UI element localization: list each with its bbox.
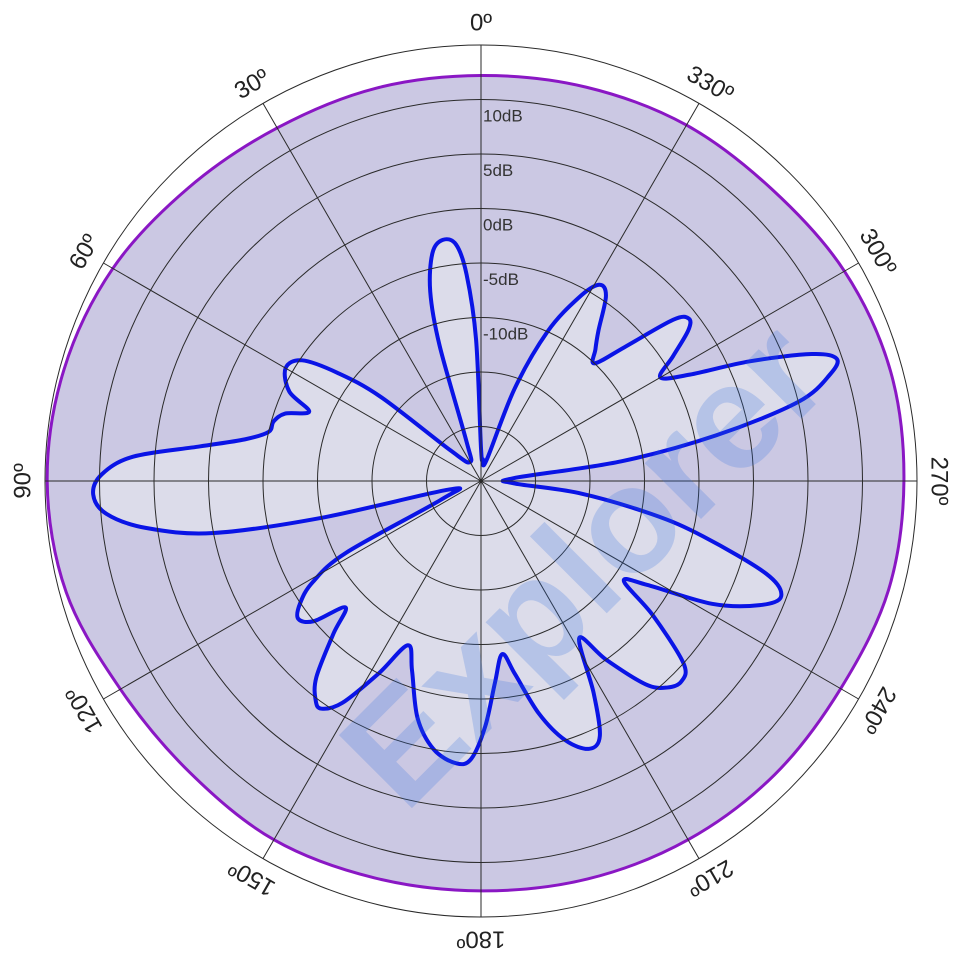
angle-tick-label: 270º <box>926 457 953 506</box>
grid-spoke <box>480 480 700 859</box>
angle-tick-label: 60º <box>64 230 105 274</box>
angle-tick-label: 120º <box>60 682 108 738</box>
pattern-series-layer <box>91 237 840 767</box>
radial-tick-label: 10dB <box>483 107 523 126</box>
angle-tick-label: 210º <box>682 854 738 902</box>
angle-tick-label: 150º <box>224 854 280 902</box>
angle-tick-label: 330º <box>682 60 738 108</box>
grid-spoke <box>480 480 859 700</box>
radial-tick-label: -10dB <box>483 325 528 344</box>
angle-tick-label: 30º <box>230 64 274 105</box>
grid-spoke <box>103 262 482 482</box>
angle-tick-label: 0º <box>470 10 492 37</box>
angle-tick-label: 90º <box>10 463 37 499</box>
angle-tick-label: 240º <box>854 682 902 738</box>
angle-tick-label: 180º <box>456 926 505 953</box>
pattern-series-line <box>91 237 840 767</box>
grid-spoke <box>480 103 700 482</box>
radial-tick-labels: 10dB 5dB 0dB -5dB -10dB <box>483 107 528 344</box>
radial-tick-label: 0dB <box>483 216 513 235</box>
radial-tick-label: -5dB <box>483 270 519 289</box>
polar-grid <box>44 44 918 918</box>
grid-spoke <box>262 480 482 859</box>
radial-tick-label: 5dB <box>483 161 513 180</box>
grid-spoke <box>262 103 482 482</box>
grid-spoke <box>103 480 482 700</box>
angle-tick-label: 300º <box>854 224 902 280</box>
grid-spoke <box>480 262 859 482</box>
